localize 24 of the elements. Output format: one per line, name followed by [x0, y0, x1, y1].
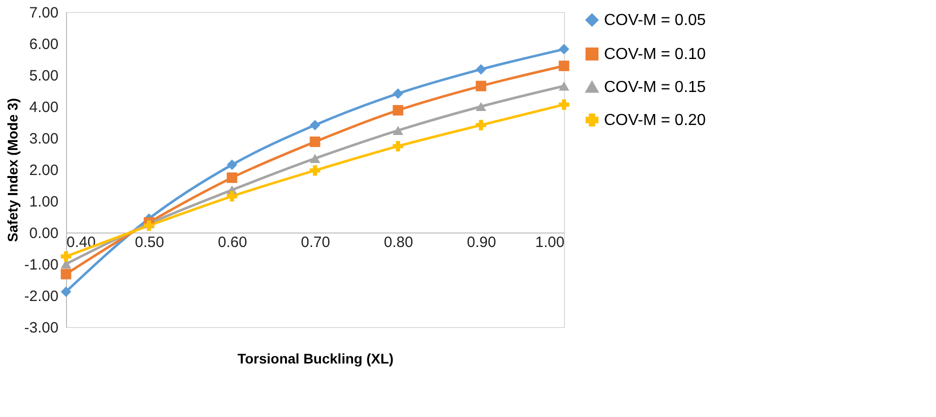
y-tick-label: -2.00 [24, 288, 58, 305]
y-tick-label: -1.00 [24, 256, 58, 274]
x-tick-label: 0.90 [466, 234, 496, 251]
x-tick-label: 0.50 [134, 234, 164, 251]
y-tick-label: 7.00 [29, 4, 58, 22]
y-tick-label: 1.00 [29, 194, 58, 210]
y-tick-label: 5.00 [29, 68, 58, 84]
y-tick-label: 0.00 [29, 225, 58, 242]
x-tick-label: 0.80 [384, 234, 414, 251]
x-tick-label: 0.70 [300, 234, 330, 251]
y-tick-label: 3.00 [29, 130, 58, 148]
y-tick-label: 4.00 [29, 99, 58, 116]
legend-label: COV-M = 0.05 [604, 12, 706, 29]
y-axis-title: Safety Index (Mode 3) [4, 98, 20, 242]
x-tick-label: 1.00 [535, 234, 564, 251]
x-tick-label: 0.40 [66, 234, 96, 251]
legend-label: COV-M = 0.20 [604, 112, 706, 129]
y-tick-label: 2.00 [29, 162, 58, 179]
x-axis-title: Torsional Buckling (XL) [237, 350, 394, 366]
x-tick-label: 0.60 [218, 234, 248, 251]
legend-label: COV-M = 0.10 [604, 46, 706, 63]
y-tick-label: 6.00 [29, 36, 58, 53]
legend-label: COV-M = 0.15 [604, 79, 706, 96]
y-tick-label: -3.00 [24, 320, 58, 336]
